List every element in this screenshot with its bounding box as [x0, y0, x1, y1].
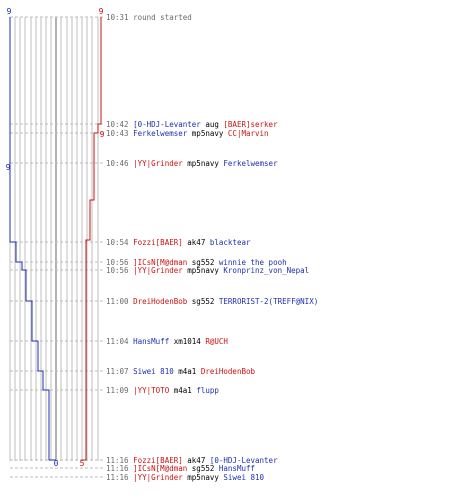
event-victim: blacktear — [210, 238, 251, 247]
event-row: 10:56 |YY|Grinder mp5navy Kronprinz_von_… — [106, 266, 309, 275]
event-weapon: sg552 — [192, 464, 215, 473]
score-lines — [9, 17, 102, 461]
event-weapon: xm1014 — [174, 337, 202, 346]
event-time: 11:16 — [106, 464, 129, 473]
event-victim: R@UCH — [205, 337, 228, 346]
event-guide-lines — [10, 16, 104, 478]
event-victim: [0-HDJ-Levanter — [210, 456, 278, 465]
event-row: 10:43 Ferkelwemser mp5navy CC|Marvin — [106, 129, 269, 138]
side-left-label: 9 — [6, 163, 11, 172]
event-weapon: mp5navy — [187, 266, 219, 275]
bottom-right-label: 5 — [80, 459, 85, 468]
event-weapon: m4a1 — [178, 367, 196, 376]
event-time: 10:56 — [106, 266, 129, 275]
event-row: 11:07 Siwei 810 m4a1 DreiHodenBob — [106, 367, 255, 376]
blue-team-line — [9, 17, 56, 461]
event-killer: DreiHodenBob — [133, 297, 188, 306]
event-time: 10:43 — [106, 129, 129, 138]
event-time: 11:16 — [106, 456, 129, 465]
event-victim: HansMuff — [219, 464, 255, 473]
event-time: 10:46 — [106, 159, 129, 168]
event-victim: Kronprinz_von_Nepal — [223, 266, 309, 275]
event-weapon: m4a1 — [174, 386, 192, 395]
event-row: 10:54 Fozzi[BAER] ak47 blacktear — [106, 238, 251, 247]
event-row: 11:16 ]ICsN[M@dman sg552 HansMuff — [106, 464, 255, 473]
event-killer: ]ICsN[M@dman — [133, 258, 187, 267]
event-victim: TERRORIST-2(TREFF@NIX) — [219, 297, 318, 306]
event-killer: |YY|Grinder — [133, 266, 183, 275]
event-weapon: sg552 — [192, 258, 215, 267]
event-victim: Ferkelwemser — [223, 159, 278, 168]
event-killer: ]ICsN[M@dman — [133, 464, 187, 473]
event-time: 11:16 — [106, 473, 129, 482]
event-victim: DreiHodenBob — [201, 367, 256, 376]
event-victim: flupp — [196, 386, 219, 395]
event-time: 10:42 — [106, 120, 129, 129]
event-killer: Fozzi[BAER] — [133, 456, 183, 465]
event-victim: CC|Marvin — [228, 129, 269, 138]
event-weapon: ak47 — [187, 456, 205, 465]
red-team-line — [81, 17, 102, 461]
event-victim: winnie the pooh — [219, 258, 287, 267]
event-killer: Siwei 810 — [133, 367, 174, 376]
event-killer: [0-HDJ-Levanter — [133, 120, 201, 129]
event-weapon: aug — [205, 120, 219, 129]
event-time: 11:04 — [106, 337, 129, 346]
event-row: 11:04 HansMuff xm1014 R@UCH — [106, 337, 228, 346]
bottom-left-label: 0 — [54, 459, 59, 468]
side-right-label: 9 — [100, 130, 105, 139]
event-row: 11:16 Fozzi[BAER] ak47 [0-HDJ-Levanter — [106, 456, 278, 465]
event-time: 10:54 — [106, 238, 129, 247]
axis-labels: 9 9 9 9 0 5 — [6, 7, 105, 468]
event-killer: Fozzi[BAER] — [133, 238, 183, 247]
event-weapon: mp5navy — [187, 159, 219, 168]
event-time: 10:56 — [106, 258, 129, 267]
top-left-label: 9 — [7, 7, 12, 16]
event-row: 10:31 round started — [106, 13, 192, 22]
event-log: 10:31 round started 10:42 [0-HDJ-Levanter… — [106, 13, 318, 482]
event-killer: |YY|TOTO — [133, 386, 170, 395]
event-text: round started — [133, 13, 192, 22]
event-row: 11:00 DreiHodenBob sg552 TERRORIST-2(TRE… — [106, 297, 318, 306]
event-row: 10:46 |YY|Grinder mp5navy Ferkelwemser — [106, 159, 278, 168]
event-time: 11:09 — [106, 386, 129, 395]
event-weapon: ak47 — [187, 238, 205, 247]
event-victim: [BAER]serker — [223, 120, 278, 129]
event-row: 10:56 ]ICsN[M@dman sg552 winnie the pooh — [106, 258, 287, 267]
event-row: 11:09 |YY|TOTO m4a1 flupp — [106, 386, 219, 395]
event-time: 11:07 — [106, 367, 129, 376]
event-weapon: mp5navy — [187, 473, 219, 482]
event-weapon: sg552 — [192, 297, 215, 306]
event-time: 11:00 — [106, 297, 129, 306]
event-killer: Ferkelwemser — [133, 129, 188, 138]
event-weapon: mp5navy — [192, 129, 224, 138]
event-killer: |YY|Grinder — [133, 473, 183, 482]
event-victim: Siwei 810 — [223, 473, 264, 482]
top-right-label: 9 — [99, 7, 104, 16]
event-row: 11:16 |YY|Grinder mp5navy Siwei 810 — [106, 473, 265, 482]
event-time: 10:31 — [106, 13, 129, 22]
grid-lines — [9, 17, 99, 461]
event-row: 10:42 [0-HDJ-Levanter aug [BAER]serker — [106, 120, 278, 129]
event-killer: HansMuff — [133, 337, 169, 346]
event-killer: |YY|Grinder — [133, 159, 183, 168]
